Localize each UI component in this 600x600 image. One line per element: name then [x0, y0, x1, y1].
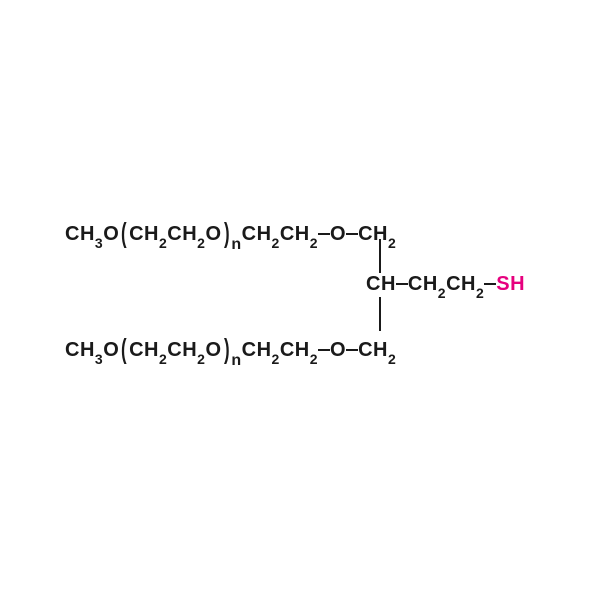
atom: CH: [280, 339, 310, 361]
subscript: 2: [310, 235, 318, 251]
atom: O: [330, 223, 346, 245]
subscript: 2: [159, 351, 167, 367]
bond: [346, 233, 358, 235]
atom: O: [205, 223, 221, 245]
atom: CH: [358, 223, 388, 245]
subscript-n: n: [231, 236, 241, 253]
bond: [396, 283, 408, 285]
vertical-bond-bottom: [379, 297, 381, 331]
subscript: 2: [310, 351, 318, 367]
subscript: 2: [476, 285, 484, 301]
subscript-n: n: [231, 352, 241, 369]
paren: ): [223, 333, 229, 365]
bond: [484, 283, 496, 285]
bond: [318, 233, 330, 235]
subscript: 2: [197, 351, 205, 367]
top-peg-chain: CH3O(CH2CH2O)nCH2CH2OCH2: [65, 215, 396, 250]
atom: CH: [129, 339, 159, 361]
atom: CH: [408, 273, 438, 295]
atom: CH: [167, 223, 197, 245]
subscript: 3: [95, 235, 103, 251]
chemical-structure: CH3O(CH2CH2O)nCH2CH2OCH2 CH3O(CH2CH2O)nC…: [65, 215, 555, 395]
subscript: 3: [95, 351, 103, 367]
atom: CH: [242, 339, 272, 361]
atom: CH: [446, 273, 476, 295]
atom: CH: [167, 339, 197, 361]
paren: (: [121, 333, 127, 365]
atom: O: [205, 339, 221, 361]
atom: O: [103, 223, 119, 245]
bond: [346, 349, 358, 351]
vertical-bond-top: [379, 239, 381, 273]
atom: CH: [129, 223, 159, 245]
atom: CH: [358, 339, 388, 361]
subscript: 2: [197, 235, 205, 251]
bottom-peg-chain: CH3O(CH2CH2O)nCH2CH2OCH2: [65, 331, 396, 366]
thiol-group: SH: [496, 273, 525, 295]
subscript: 2: [272, 351, 280, 367]
subscript: 2: [272, 235, 280, 251]
subscript: 2: [388, 235, 396, 251]
atom: CH: [65, 223, 95, 245]
atom: CH: [366, 273, 396, 295]
thiol-branch: CHCH2CH2SH: [366, 273, 525, 298]
subscript: 2: [159, 235, 167, 251]
atom: CH: [280, 223, 310, 245]
paren: ): [223, 217, 229, 249]
atom: O: [103, 339, 119, 361]
subscript: 2: [388, 351, 396, 367]
atom: CH: [65, 339, 95, 361]
atom: CH: [242, 223, 272, 245]
atom: O: [330, 339, 346, 361]
subscript: 2: [438, 285, 446, 301]
bond: [318, 349, 330, 351]
paren: (: [121, 217, 127, 249]
